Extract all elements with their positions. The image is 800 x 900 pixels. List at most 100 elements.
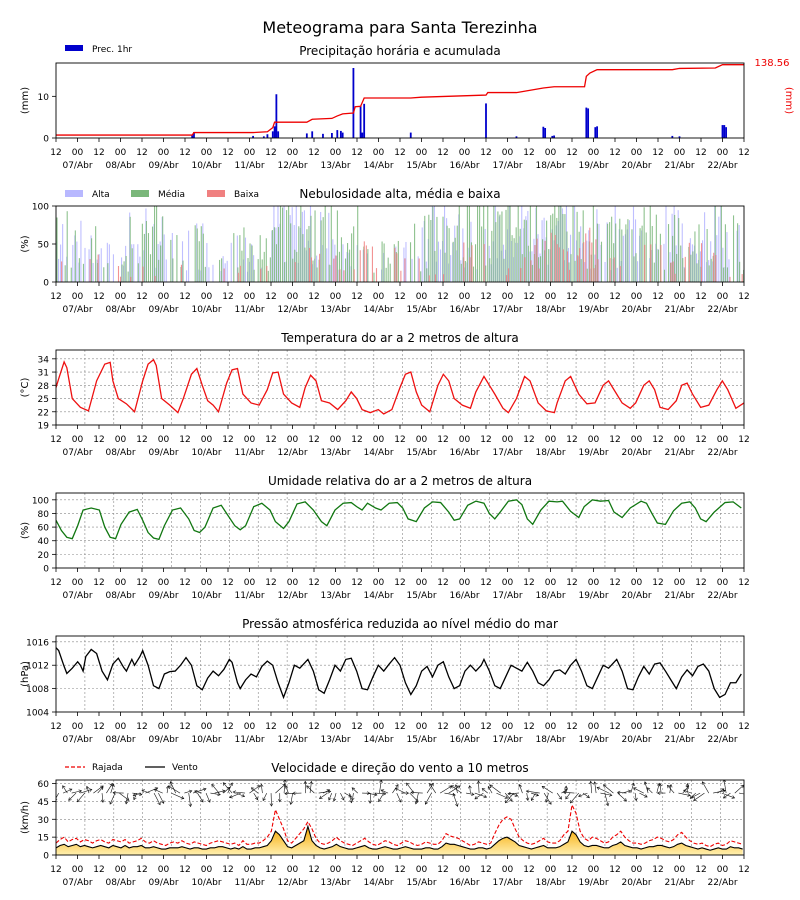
x-tick-label-hour: 00 bbox=[416, 292, 428, 302]
wind-direction-arrow bbox=[505, 792, 514, 804]
wind-arrow-head bbox=[643, 781, 648, 785]
cloud-bar-media bbox=[233, 233, 235, 282]
cloud-bar-alta bbox=[222, 256, 224, 282]
cloud-bar-alta bbox=[663, 243, 665, 282]
panel-6: Velocidade e direção do vento a 10 metro… bbox=[20, 761, 750, 888]
wind-arrow-head bbox=[623, 798, 627, 802]
precip-bar bbox=[363, 103, 366, 138]
cloud-bar-media bbox=[493, 206, 495, 282]
cloud-bar-media bbox=[328, 264, 330, 282]
x-tick-label-hour: 12 bbox=[738, 148, 749, 158]
x-tick-label-hour: 12 bbox=[738, 865, 749, 875]
y-tick-label: 60 bbox=[38, 780, 50, 790]
cloud-bar-baixa bbox=[741, 274, 743, 282]
x-tick-label-hour: 00 bbox=[717, 435, 729, 445]
wind-arrow-head bbox=[306, 785, 310, 789]
wind-direction-arrow bbox=[68, 792, 77, 801]
cloud-bar-baixa bbox=[619, 266, 621, 282]
cloud-bar-baixa bbox=[310, 257, 313, 282]
cloud-bar-baixa bbox=[442, 274, 445, 282]
cloud-bar-media bbox=[698, 224, 700, 282]
cloud-bar-alta bbox=[92, 262, 94, 282]
wind-arrow-head bbox=[254, 796, 259, 801]
cloud-bar-alta bbox=[303, 210, 305, 282]
series-line bbox=[56, 647, 742, 700]
x-tick-label-hour: 00 bbox=[416, 435, 428, 445]
wind-arrow-head bbox=[283, 780, 287, 783]
cloud-bar-baixa bbox=[597, 259, 599, 282]
x-tick-label-hour: 12 bbox=[566, 148, 577, 158]
cloud-bar-media bbox=[267, 270, 269, 282]
cloud-bar-media bbox=[286, 210, 288, 282]
x-tick-label-hour: 12 bbox=[566, 722, 577, 732]
panel-title: Umidade relativa do ar a 2 metros de alt… bbox=[268, 474, 532, 488]
x-tick-label-hour: 00 bbox=[588, 578, 600, 588]
x-tick-label-hour: 00 bbox=[201, 435, 213, 445]
cloud-bar-media bbox=[676, 253, 678, 282]
x-tick-label-date: 17/Abr bbox=[492, 448, 522, 458]
x-tick-label-hour: 12 bbox=[695, 865, 706, 875]
cloud-bar-alta bbox=[226, 260, 228, 282]
cloud-bar-media bbox=[633, 256, 635, 282]
x-tick-label-hour: 12 bbox=[179, 148, 190, 158]
cloud-bar-alta bbox=[722, 247, 724, 282]
x-tick-label-hour: 12 bbox=[136, 148, 147, 158]
cloud-bar-baixa bbox=[554, 234, 556, 282]
cloud-bar-media bbox=[643, 207, 645, 282]
wind-direction-arrow bbox=[352, 793, 354, 801]
legend-label-gust: Rajada bbox=[92, 763, 123, 773]
cloud-bar-media bbox=[576, 211, 578, 282]
x-tick-label-date: 09/Abr bbox=[148, 305, 178, 315]
cloud-bar-baixa bbox=[335, 255, 337, 282]
wind-arrow-head bbox=[161, 800, 165, 804]
x-tick-label-date: 10/Abr bbox=[191, 448, 221, 458]
precip-bar bbox=[331, 133, 333, 138]
cloud-bar-alta bbox=[632, 206, 635, 282]
wind-direction-arrow bbox=[261, 784, 263, 794]
cloud-bar-baixa bbox=[365, 245, 367, 282]
x-tick-label-date: 10/Abr bbox=[191, 305, 221, 315]
x-tick-label-hour: 00 bbox=[717, 865, 729, 875]
cloud-bar-media bbox=[200, 226, 202, 282]
cloud-bar-baixa bbox=[404, 258, 406, 282]
x-tick-label-hour: 12 bbox=[394, 865, 405, 875]
x-tick-label-hour: 00 bbox=[459, 578, 471, 588]
x-tick-label-hour: 00 bbox=[115, 865, 127, 875]
x-tick-label-date: 15/Abr bbox=[406, 161, 436, 171]
wind-direction-arrow bbox=[262, 792, 268, 801]
cloud-bar-baixa bbox=[469, 257, 471, 282]
x-tick-label-date: 08/Abr bbox=[105, 735, 135, 745]
cloud-bar-media bbox=[696, 263, 698, 282]
cloud-bar-alta bbox=[244, 237, 247, 282]
wind-arrow-head bbox=[153, 788, 158, 792]
wind-direction-arrow bbox=[563, 791, 575, 794]
cloud-bar-alta bbox=[171, 232, 173, 282]
wind-arrow-head bbox=[368, 800, 373, 804]
x-tick-label-date: 13/Abr bbox=[320, 161, 350, 171]
x-tick-label-hour: 12 bbox=[308, 435, 319, 445]
wind-direction-arrow bbox=[590, 781, 593, 794]
wind-direction-arrow bbox=[603, 784, 614, 794]
wind-direction-arrow bbox=[429, 783, 437, 794]
wind-direction-arrow bbox=[466, 792, 475, 795]
cloud-bar-baixa bbox=[566, 251, 569, 282]
wind-direction-arrow bbox=[646, 787, 653, 794]
x-tick-label-hour: 00 bbox=[158, 148, 170, 158]
x-tick-label-hour: 00 bbox=[545, 865, 557, 875]
x-tick-label-hour: 00 bbox=[115, 435, 127, 445]
cloud-bar-baixa bbox=[650, 244, 652, 282]
cloud-bar-alta bbox=[332, 239, 334, 282]
wind-arrow-head bbox=[250, 787, 255, 791]
x-tick-label-hour: 12 bbox=[50, 722, 61, 732]
cloud-bar-media bbox=[176, 235, 178, 282]
cloud-bar-baixa bbox=[644, 244, 646, 282]
cloud-bar-media bbox=[726, 267, 728, 282]
cloud-bar-alta bbox=[728, 259, 730, 282]
cloud-bar-baixa bbox=[260, 268, 262, 282]
cloud-bar-baixa bbox=[579, 248, 581, 282]
panels: Precipitação horária e acumulada(mm)0101… bbox=[20, 44, 794, 888]
x-tick-label-hour: 00 bbox=[459, 722, 471, 732]
wind-arrow-head bbox=[188, 803, 193, 808]
x-tick-label-date: 19/Abr bbox=[578, 735, 608, 745]
cloud-bar-alta bbox=[188, 230, 190, 282]
